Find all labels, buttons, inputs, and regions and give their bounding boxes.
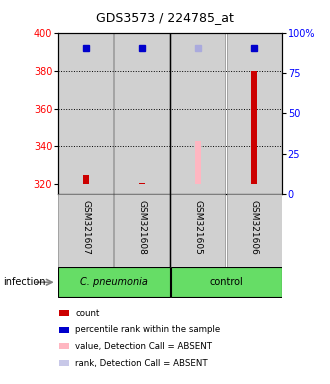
Bar	[227, 194, 281, 267]
Bar	[171, 194, 225, 267]
Text: control: control	[209, 277, 243, 287]
Text: GSM321607: GSM321607	[81, 200, 90, 255]
Text: GDS3573 / 224785_at: GDS3573 / 224785_at	[96, 11, 234, 24]
Text: GSM321606: GSM321606	[249, 200, 259, 255]
Bar	[227, 33, 281, 194]
Bar	[139, 182, 145, 184]
Text: count: count	[75, 309, 100, 318]
FancyBboxPatch shape	[171, 268, 281, 297]
Text: GSM321605: GSM321605	[193, 200, 203, 255]
Bar	[171, 33, 225, 194]
Text: percentile rank within the sample: percentile rank within the sample	[75, 325, 220, 334]
Bar	[195, 141, 201, 184]
Bar	[58, 33, 113, 194]
Text: infection: infection	[3, 277, 46, 287]
FancyBboxPatch shape	[58, 268, 170, 297]
Bar	[58, 194, 113, 267]
Bar	[83, 175, 88, 184]
Bar	[251, 71, 257, 184]
Text: rank, Detection Call = ABSENT: rank, Detection Call = ABSENT	[75, 359, 208, 367]
Text: value, Detection Call = ABSENT: value, Detection Call = ABSENT	[75, 342, 212, 351]
Text: GSM321608: GSM321608	[137, 200, 147, 255]
Bar	[115, 33, 169, 194]
Text: C. pneumonia: C. pneumonia	[80, 277, 148, 287]
Bar	[115, 194, 169, 267]
